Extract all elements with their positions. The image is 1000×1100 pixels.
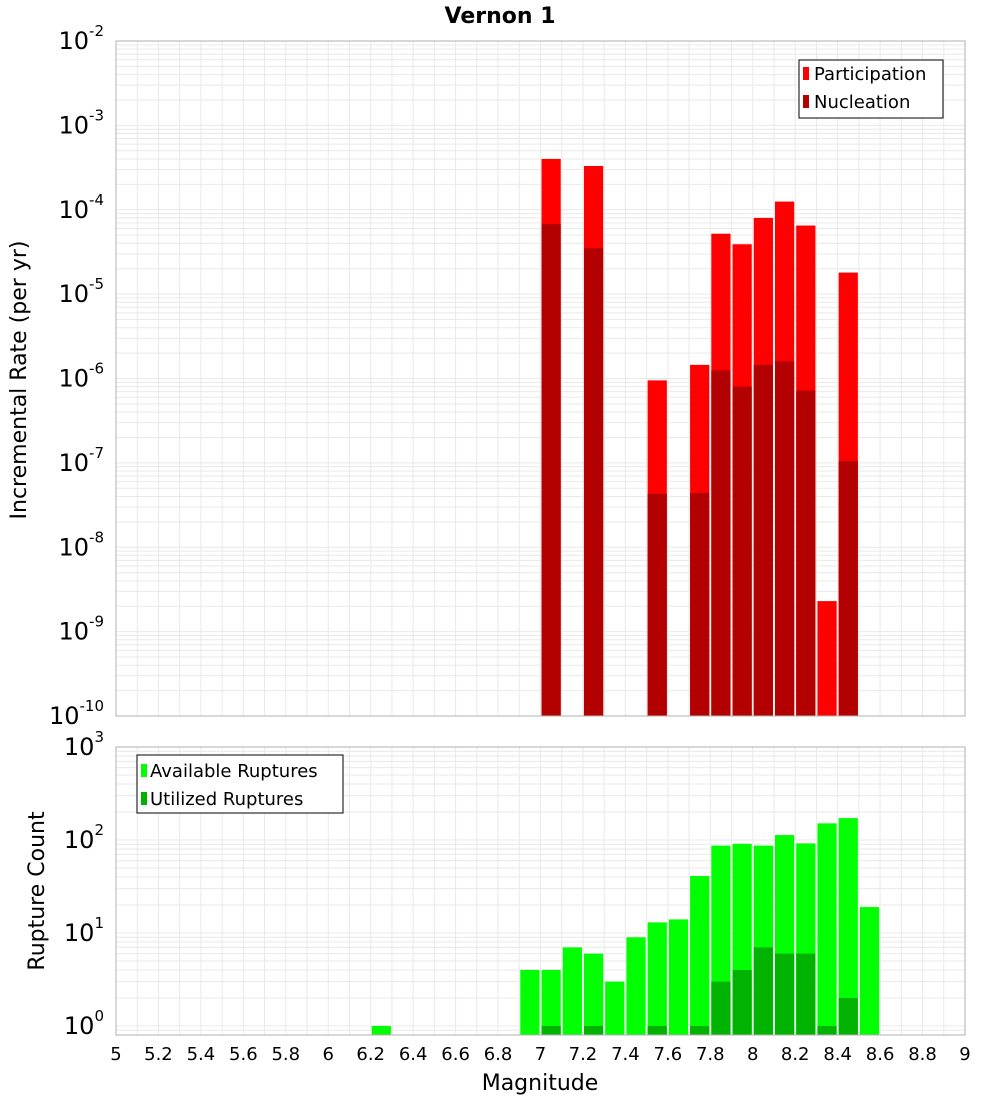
bar-utilized-ruptures	[583, 1025, 604, 1035]
bar-utilized-ruptures	[732, 969, 752, 1035]
count-plot-bars	[371, 818, 880, 1035]
bar-utilized-ruptures	[753, 947, 773, 1035]
rate-plot-y-axis-label: Incremental Rate (per yr)	[7, 241, 32, 520]
bar-available-ruptures	[690, 876, 710, 1035]
bar-available-ruptures	[859, 907, 880, 1035]
x-tick-label: 6	[323, 1044, 334, 1065]
bar-utilized-ruptures	[541, 1025, 561, 1035]
rate-y-tick-label: 10-8	[58, 528, 104, 561]
rate-plot-legend: Participation Nucleation	[798, 59, 944, 119]
rate-y-tick-label: 10-2	[58, 22, 104, 55]
rate-y-tick-label: 10-4	[58, 191, 104, 224]
count-plot-legend: Available Ruptures Utilized Ruptures	[136, 754, 344, 814]
chart-title: Vernon 1	[445, 4, 556, 29]
x-tick-label: 8	[747, 1044, 758, 1065]
legend-label-participation: Participation	[814, 64, 926, 85]
bar-available-ruptures	[626, 937, 646, 1035]
rate-plot-frame	[115, 40, 966, 717]
bar-utilized-ruptures	[838, 997, 858, 1035]
x-tick-label: 5	[110, 1044, 121, 1065]
bar-utilized-ruptures	[817, 1025, 837, 1035]
legend-box	[798, 59, 944, 119]
legend-box	[136, 754, 344, 814]
x-tick-label: 5.6	[229, 1044, 258, 1065]
bar-utilized-ruptures	[647, 1025, 667, 1035]
x-tick-label: 5.8	[271, 1044, 300, 1065]
x-tick-label: 6.4	[399, 1044, 428, 1065]
x-tick-label: 5.2	[144, 1044, 173, 1065]
rate-y-tick-label: 10-9	[58, 613, 104, 646]
x-tick-label: 7.2	[569, 1044, 598, 1065]
count-plot-y-axis-label: Rupture Count	[25, 811, 50, 971]
count-plot-frame	[115, 746, 966, 1036]
bar-available-ruptures	[562, 947, 582, 1035]
rate-y-tick-label: 10-3	[58, 106, 104, 139]
legend-label-nucleation: Nucleation	[814, 92, 910, 113]
rate-y-tick-label: 10-10	[49, 697, 104, 730]
x-tick-label: 8.6	[866, 1044, 895, 1065]
bar-nucleation	[583, 248, 604, 717]
legend-swatch-utilized	[141, 792, 147, 805]
bar-available-ruptures	[371, 1025, 391, 1035]
legend-swatch-available	[141, 764, 147, 777]
legend-label-available: Available Ruptures	[150, 761, 318, 782]
x-tick-label: 7.4	[611, 1044, 640, 1065]
count-y-tick-label: 101	[64, 914, 104, 947]
x-tick-label: 6.6	[441, 1044, 470, 1065]
rate-y-tick-label: 10-7	[58, 444, 104, 477]
x-tick-label: 8.4	[823, 1044, 852, 1065]
rate-y-tick-label: 10-5	[58, 275, 104, 308]
rate-y-tick-label: 10-6	[58, 360, 104, 393]
x-axis-label: Magnitude	[482, 1071, 599, 1096]
x-tick-label: 7.6	[654, 1044, 683, 1065]
legend-swatch-participation	[803, 67, 809, 80]
rate-plot-bars	[541, 158, 858, 717]
rate-plot-y-ticks: 10-10 10-9 10-8 10-7 10-6 10-5 10-4 10-3 10-2	[49, 22, 104, 730]
x-tick-label: 6.2	[356, 1044, 385, 1065]
count-y-tick-label: 103	[64, 728, 104, 761]
bar-nucleation	[838, 461, 858, 716]
bar-utilized-ruptures	[774, 953, 795, 1035]
bar-nucleation	[796, 390, 816, 716]
count-y-tick-label: 102	[64, 821, 104, 854]
legend-swatch-nucleation	[803, 95, 809, 108]
x-tick-label: 8.2	[781, 1044, 810, 1065]
count-plot-y-ticks: 100 101 102 103	[64, 728, 104, 1040]
x-tick-label: 7.8	[696, 1044, 725, 1065]
bar-available-ruptures	[838, 818, 858, 1035]
rate-plot-grid	[115, 40, 966, 717]
x-tick-label: 7	[535, 1044, 546, 1065]
bar-utilized-ruptures	[796, 953, 816, 1035]
bar-nucleation	[753, 364, 773, 716]
bar-available-ruptures	[541, 969, 561, 1035]
bar-nucleation	[690, 492, 710, 716]
bar-utilized-ruptures	[711, 981, 731, 1035]
bar-participation	[817, 601, 837, 716]
bar-available-ruptures	[520, 969, 540, 1035]
x-tick-label: 9	[959, 1044, 970, 1065]
legend-label-utilized: Utilized Ruptures	[150, 789, 303, 810]
bar-nucleation	[711, 370, 731, 716]
bar-available-ruptures	[817, 823, 837, 1035]
bar-nucleation	[774, 361, 795, 716]
bar-available-ruptures	[668, 919, 689, 1035]
x-tick-label: 5.4	[187, 1044, 216, 1065]
x-tick-label: 6.8	[484, 1044, 513, 1065]
bar-available-ruptures	[647, 922, 667, 1035]
bar-nucleation	[732, 386, 752, 716]
x-tick-label: 8.8	[908, 1044, 937, 1065]
x-axis-ticks: 5 5.2 5.4 5.6 5.8 6 6.2 6.4 6.6 6.8 7 7.2 7.4 7.6 7.8 8…	[110, 1044, 970, 1065]
bar-available-ruptures	[583, 953, 604, 1035]
bar-nucleation	[647, 493, 667, 716]
bar-nucleation	[541, 223, 561, 716]
bar-utilized-ruptures	[690, 1025, 710, 1035]
bar-available-ruptures	[605, 981, 625, 1035]
count-y-tick-label: 100	[64, 1007, 104, 1040]
